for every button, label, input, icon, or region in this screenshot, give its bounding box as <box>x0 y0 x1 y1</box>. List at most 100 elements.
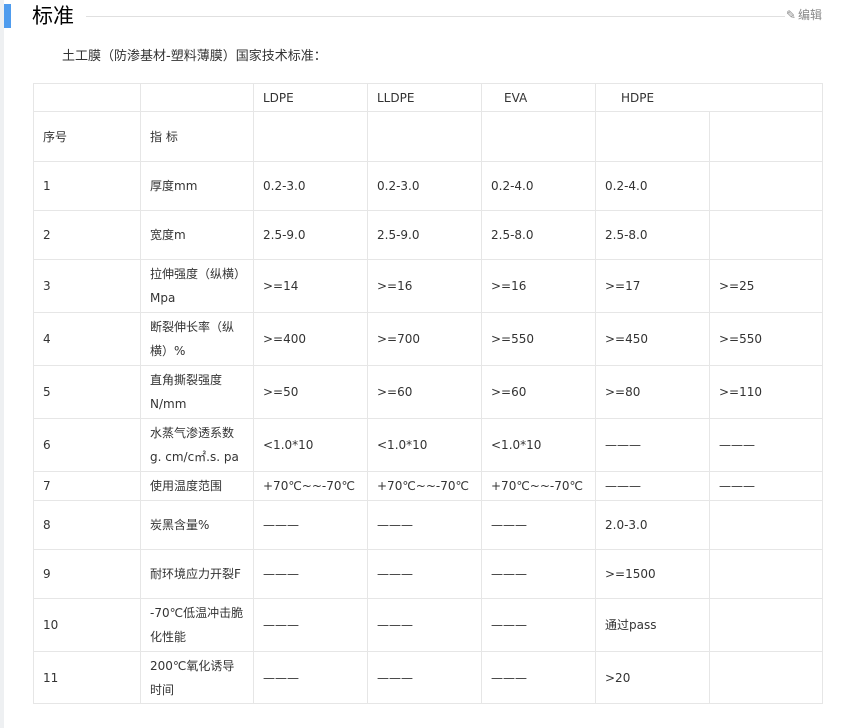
table-cell: >=1500 <box>595 549 710 599</box>
header-cell: HDPE <box>595 83 823 112</box>
table-cell: 4 <box>33 312 141 366</box>
table-cell <box>709 161 823 211</box>
table-cell: 2.5-9.0 <box>253 210 368 260</box>
table-cell: ——— <box>481 598 596 652</box>
header-cell: LLDPE <box>367 83 482 112</box>
table-cell: ——— <box>367 651 482 704</box>
table-cell: +70℃~~-70℃ <box>367 471 482 501</box>
table-cell: ——— <box>709 471 823 501</box>
header-cell <box>140 83 254 112</box>
header-cell <box>33 83 141 112</box>
table-cell: 直角撕裂强度N/mm <box>140 365 254 419</box>
subheader-cell: 指 标 <box>140 111 254 162</box>
header-cell: LDPE <box>253 83 368 112</box>
subheader-cell <box>367 111 482 162</box>
table-cell: 200℃氧化诱导时间 <box>140 651 254 704</box>
table-cell: <1.0*10 <box>367 418 482 472</box>
table-cell: >=400 <box>253 312 368 366</box>
table-cell: 6 <box>33 418 141 472</box>
table-cell: 2 <box>33 210 141 260</box>
table-cell: >=16 <box>367 259 482 313</box>
table-cell: 耐环境应力开裂F <box>140 549 254 599</box>
table-cell: 3 <box>33 259 141 313</box>
table-cell: ——— <box>595 471 710 501</box>
table-cell: >=16 <box>481 259 596 313</box>
edit-label: 编辑 <box>797 8 822 22</box>
table-cell <box>709 651 823 704</box>
table-cell: ——— <box>709 418 823 472</box>
table-cell: ——— <box>367 598 482 652</box>
table-cell: 9 <box>33 549 141 599</box>
table-cell: 7 <box>33 471 141 501</box>
pencil-icon: ✎ <box>785 7 796 22</box>
subheader-cell <box>595 111 710 162</box>
table-cell: 0.2-4.0 <box>481 161 596 211</box>
table-cell: 5 <box>33 365 141 419</box>
table-row: 5 直角撕裂强度N/mm >=50 >=60 >=60 >=80 >=110 <box>33 365 823 419</box>
table-cell: 0.2-4.0 <box>595 161 710 211</box>
table-cell: 2.0-3.0 <box>595 500 710 550</box>
table-cell: ——— <box>253 549 368 599</box>
edit-button[interactable]: ✎ 编辑 <box>786 6 822 23</box>
table-cell: >=550 <box>709 312 823 366</box>
table-cell: 水蒸气渗透系数g. cm/c㎡.s. pa <box>140 418 254 472</box>
intro-text: 土工膜（防渗基材-塑料薄膜）国家技术标准： <box>62 49 327 64</box>
table-cell <box>709 549 823 599</box>
table-row: 8 炭黑含量% ——— ——— ——— 2.0-3.0 <box>33 500 823 550</box>
table-cell: ——— <box>367 549 482 599</box>
table-cell: 0.2-3.0 <box>367 161 482 211</box>
table-cell: >=25 <box>709 259 823 313</box>
section-title: 标准 <box>32 4 74 28</box>
table-row: 6 水蒸气渗透系数g. cm/c㎡.s. pa <1.0*10 <1.0*10 <1.0… <box>33 418 823 472</box>
table-row: 11 200℃氧化诱导时间 ——— ——— ——— >20 <box>33 651 823 704</box>
table-cell: -70℃低温冲击脆化性能 <box>140 598 254 652</box>
table-cell: 厚度mm <box>140 161 254 211</box>
table-cell <box>709 500 823 550</box>
table-cell: ——— <box>481 500 596 550</box>
table-cell <box>709 210 823 260</box>
table-cell: <1.0*10 <box>481 418 596 472</box>
table-cell: ——— <box>253 598 368 652</box>
table-row: 1 厚度mm 0.2-3.0 0.2-3.0 0.2-4.0 0.2-4.0 <box>33 161 823 211</box>
table-cell: ——— <box>367 500 482 550</box>
section-accent-bar <box>4 4 11 28</box>
table-cell: 炭黑含量% <box>140 500 254 550</box>
table-cell: ——— <box>253 651 368 704</box>
table-cell: 通过pass <box>595 598 710 652</box>
table-cell: ——— <box>481 549 596 599</box>
table-cell: ——— <box>595 418 710 472</box>
table-cell: 11 <box>33 651 141 704</box>
table-row: 10 -70℃低温冲击脆化性能 ——— ——— ——— 通过pass <box>33 598 823 652</box>
table-row: 7 使用温度范围 +70℃~~-70℃ +70℃~~-70℃ +70℃~~-70℃ ———… <box>33 471 823 501</box>
table-cell: 2.5-8.0 <box>481 210 596 260</box>
subheader-cell: 序号 <box>33 111 141 162</box>
table-cell: >=17 <box>595 259 710 313</box>
table-cell: 断裂伸长率（纵横）% <box>140 312 254 366</box>
table-row: 9 耐环境应力开裂F ——— ——— ——— >=1500 <box>33 549 823 599</box>
table-cell: >=50 <box>253 365 368 419</box>
table-cell: ——— <box>253 500 368 550</box>
table-cell: >=60 <box>481 365 596 419</box>
table-cell: <1.0*10 <box>253 418 368 472</box>
subheader-cell <box>481 111 596 162</box>
table-cell: >=550 <box>481 312 596 366</box>
table-cell: 8 <box>33 500 141 550</box>
table-cell: 2.5-8.0 <box>595 210 710 260</box>
table-cell: 拉伸强度（纵横）Mpa <box>140 259 254 313</box>
table-cell <box>709 598 823 652</box>
table-cell: 使用温度范围 <box>140 471 254 501</box>
subheader-cell <box>253 111 368 162</box>
table-cell: 0.2-3.0 <box>253 161 368 211</box>
table-cell: 2.5-9.0 <box>367 210 482 260</box>
table-cell: >=80 <box>595 365 710 419</box>
table-cell: >=14 <box>253 259 368 313</box>
standards-table: LDPE LLDPE EVA HDPE 序号指 标 1 厚度mm 0.2-3.0 0.2-3.0… <box>33 83 823 704</box>
title-divider <box>86 16 785 17</box>
table-cell: 1 <box>33 161 141 211</box>
table-cell: >20 <box>595 651 710 704</box>
table-cell: +70℃~~-70℃ <box>253 471 368 501</box>
table-row: 4 断裂伸长率（纵横）% >=400 >=700 >=550 >=450 >=550 <box>33 312 823 366</box>
table-cell: ——— <box>481 651 596 704</box>
left-border <box>0 0 4 728</box>
table-cell: +70℃~~-70℃ <box>481 471 596 501</box>
